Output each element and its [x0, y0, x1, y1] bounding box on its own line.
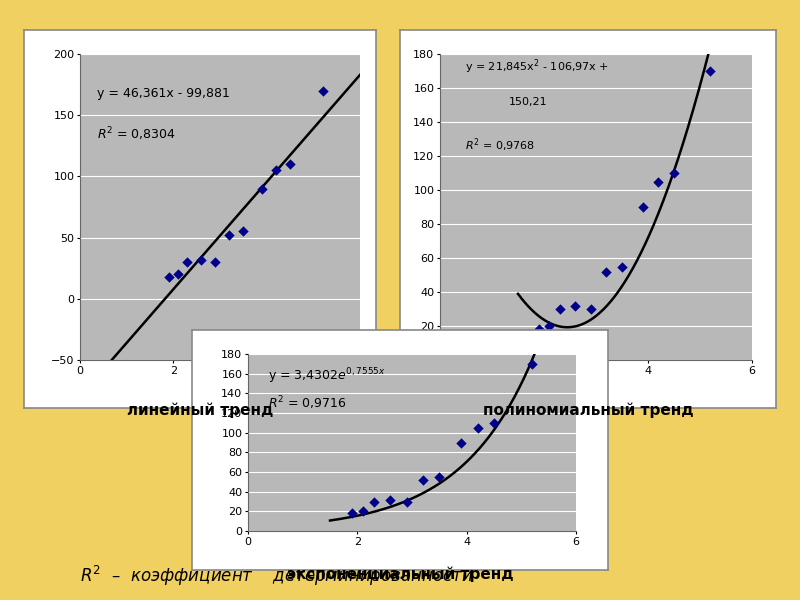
Point	[357, 506, 370, 516]
Text: $R^2$ = 0,8304: $R^2$ = 0,8304	[97, 126, 176, 143]
Text: экспоненциальный тренд: экспоненциальный тренд	[286, 567, 514, 583]
Point	[283, 160, 296, 169]
Text: y = 46,361x - 99,881: y = 46,361x - 99,881	[97, 87, 230, 100]
Text: $R^2$ = 0,9768: $R^2$ = 0,9768	[465, 137, 535, 154]
Point	[384, 495, 397, 505]
Point	[171, 269, 184, 279]
Text: 150,21: 150,21	[509, 97, 547, 107]
Point	[584, 304, 597, 314]
Point	[543, 321, 556, 331]
Point	[316, 86, 329, 95]
Point	[704, 66, 717, 76]
Point	[417, 475, 430, 485]
Point	[667, 168, 680, 178]
Point	[526, 359, 538, 368]
Point	[195, 255, 208, 265]
Point	[488, 418, 501, 428]
Point	[367, 497, 380, 506]
Point	[454, 438, 467, 448]
Point	[209, 257, 222, 267]
Text: линейный тренд: линейный тренд	[127, 402, 273, 418]
Text: $R^2$  –  коэффициент    детерминированности: $R^2$ – коэффициент детерминированности	[80, 564, 474, 588]
Point	[181, 257, 194, 267]
Text: y = 21,845x$^2$ - 106,97x +: y = 21,845x$^2$ - 106,97x +	[465, 57, 609, 76]
Point	[237, 227, 250, 236]
Point	[400, 497, 413, 506]
Text: полиномиальный тренд: полиномиальный тренд	[482, 402, 694, 418]
Point	[346, 509, 358, 518]
Text: y = 3,4302$e^{0,7555x}$: y = 3,4302$e^{0,7555x}$	[268, 367, 385, 386]
Point	[256, 184, 269, 193]
Point	[600, 267, 613, 277]
Point	[652, 176, 665, 186]
Point	[533, 325, 546, 334]
Point	[616, 262, 629, 271]
Point	[162, 272, 175, 281]
Point	[637, 202, 650, 212]
Point	[223, 230, 236, 240]
Point	[270, 166, 282, 175]
Text: $R^2$ = 0,9716: $R^2$ = 0,9716	[268, 395, 346, 412]
Point	[433, 472, 446, 482]
Point	[569, 301, 582, 310]
Point	[554, 304, 566, 314]
Point	[471, 423, 484, 433]
